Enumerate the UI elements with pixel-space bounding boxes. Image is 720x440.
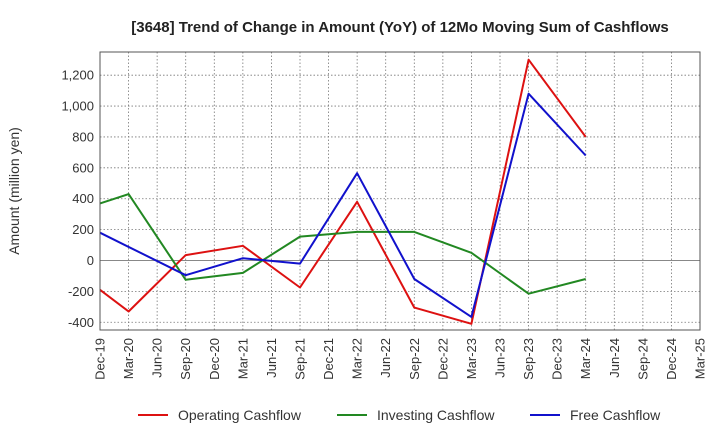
- x-tick-label: Mar-21: [235, 338, 250, 379]
- x-tick-label: Jun-21: [264, 338, 279, 378]
- x-tick-label: Mar-23: [464, 338, 479, 379]
- y-tick-label: 800: [72, 129, 94, 144]
- x-tick-label: Mar-25: [693, 338, 708, 379]
- y-tick-label: -200: [68, 284, 94, 299]
- x-tick-label: Mar-20: [121, 338, 136, 379]
- plot-frame: [99, 51, 701, 331]
- x-tick-label: Sep-22: [407, 338, 422, 380]
- legend-label: Operating Cashflow: [178, 407, 302, 423]
- x-tick-label: Sep-21: [293, 338, 308, 380]
- x-tick-label: Dec-20: [207, 338, 222, 380]
- series-line-operating-cashflow: [99, 58, 587, 325]
- legend-label: Free Cashflow: [570, 407, 661, 423]
- x-tick-label: Dec-22: [435, 338, 450, 380]
- y-tick-label: 400: [72, 191, 94, 206]
- chart-title: [3648] Trend of Change in Amount (YoY) o…: [131, 19, 669, 36]
- series-lines: [99, 58, 587, 325]
- x-tick-label: Dec-24: [664, 338, 679, 380]
- y-tick-label: 1,000: [61, 99, 94, 114]
- x-tick-label: Mar-22: [350, 338, 365, 379]
- x-tick-label: Sep-20: [178, 338, 193, 380]
- x-tick-label: Dec-21: [321, 338, 336, 380]
- y-tick-label: -400: [68, 315, 94, 330]
- grid: [99, 52, 701, 330]
- series-line-free-cashflow: [99, 92, 587, 318]
- x-tick-label: Jun-22: [378, 338, 393, 378]
- x-tick-label: Sep-23: [521, 338, 536, 380]
- legend: Operating Cashflow Investing Cashflow Free…: [138, 407, 661, 423]
- y-tick-label: 600: [72, 160, 94, 175]
- x-tick-label: Mar-24: [578, 338, 593, 379]
- x-tick-label: Jun-20: [150, 338, 165, 378]
- legend-label: Investing Cashflow: [377, 407, 495, 423]
- x-tick-label: Dec-23: [550, 338, 565, 380]
- y-tick-labels: -400 -200 0 200 400 600 800 1,000 1,200: [61, 68, 94, 330]
- x-tick-label: Jun-23: [493, 338, 508, 378]
- y-tick-label: 1,200: [61, 68, 94, 83]
- y-axis-label: Amount (million yen): [6, 127, 22, 255]
- x-tick-label: Jun-24: [607, 338, 622, 378]
- y-tick-label: 200: [72, 222, 94, 237]
- x-tick-label: Dec-19: [93, 338, 108, 380]
- x-tick-label: Sep-24: [635, 338, 650, 380]
- x-tick-labels: Dec-19 Mar-20 Jun-20 Sep-20 Dec-20 Mar-21 Jun-…: [93, 338, 708, 380]
- y-tick-label: 0: [87, 253, 94, 268]
- series-line-investing-cashflow: [99, 193, 586, 295]
